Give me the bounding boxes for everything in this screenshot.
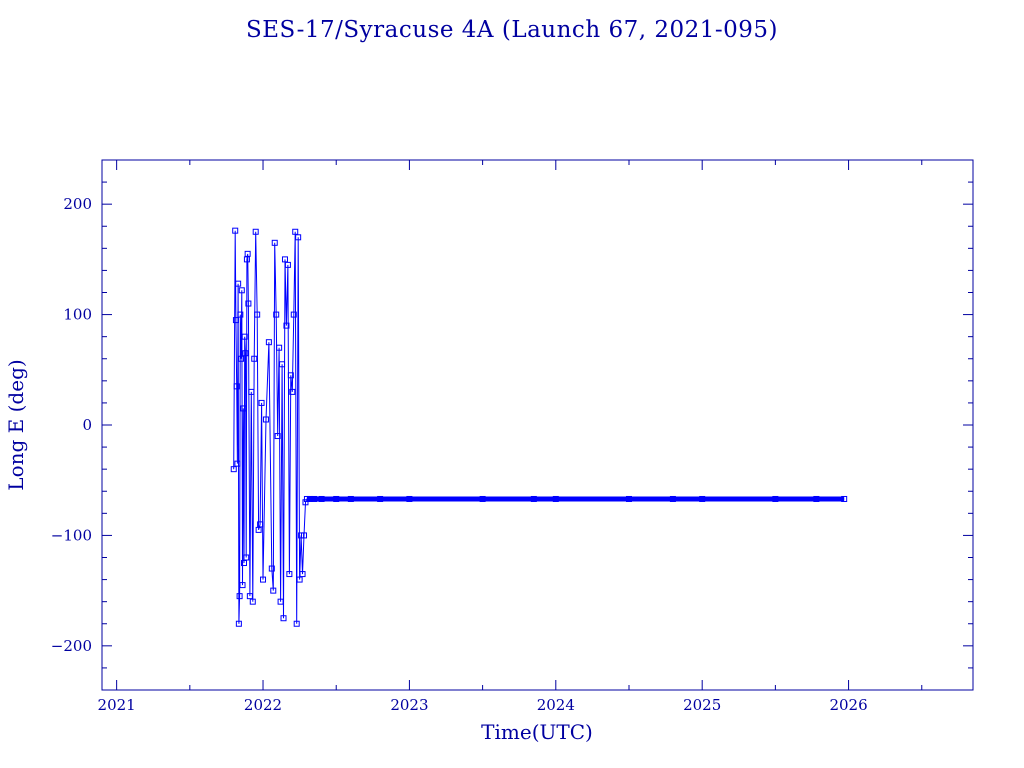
data-point-marker [237,311,244,318]
data-point-marker [230,466,237,473]
data-point-marker [306,495,313,502]
data-point-marker [552,495,559,502]
data-point-marker [244,250,251,257]
x-tick-label: 2024 [537,696,575,714]
data-point-marker [240,560,247,567]
data-point-marker [271,239,278,246]
data-point-marker [243,256,250,263]
data-point-marker [318,495,325,502]
data-point-marker [260,576,267,583]
data-point-marker [296,576,303,583]
data-point-marker [245,300,252,307]
data-series [230,227,848,627]
data-point-marker [406,495,413,502]
x-tick-label: 2022 [244,696,282,714]
data-point-marker [290,311,297,318]
data-point-marker [286,571,293,578]
x-axis-label: Time(UTC) [481,720,593,744]
data-point-marker [302,499,309,506]
data-point-marker [699,495,706,502]
x-tick-label: 2023 [390,696,428,714]
data-point-marker [235,620,242,627]
data-point-marker [479,495,486,502]
data-point-marker [283,322,290,329]
data-point-marker [241,333,248,340]
data-point-marker [274,433,281,440]
data-point-marker [265,339,272,346]
data-point-marker [301,532,308,539]
axis-ticks [102,159,973,691]
y-tick-label: 0 [82,416,92,434]
data-point-marker [235,280,242,287]
data-point-marker [625,495,632,502]
data-point-marker [333,495,340,502]
data-point-marker [273,311,280,318]
x-tick-label: 2025 [683,696,721,714]
data-point-marker [377,495,384,502]
data-point-marker [347,495,354,502]
data-point-marker [232,227,239,234]
chart-title: SES-17/Syracuse 4A (Launch 67, 2021-095) [246,17,778,43]
data-point-marker [311,495,318,502]
data-point-marker [841,495,848,502]
data-point-marker [772,495,779,502]
data-point-marker [233,383,240,390]
data-point-marker [254,311,261,318]
data-point-marker [280,615,287,622]
data-point-marker [240,405,247,412]
data-point-marker [279,361,286,368]
data-point-marker [239,582,246,589]
data-point-marker [257,521,264,528]
data-point-marker [238,287,245,294]
data-point-marker [248,388,255,395]
y-axis-label: Long E (deg) [4,359,28,490]
data-point-marker [276,344,283,351]
y-tick-label: −200 [51,637,92,655]
data-point-marker [289,388,296,395]
data-point-marker [295,234,302,241]
y-tick-label: −100 [51,526,92,544]
data-point-marker [813,495,820,502]
series-line [233,230,845,624]
y-tick-label: 100 [63,306,92,324]
data-point-marker [299,571,306,578]
data-point-marker [252,228,259,235]
data-point-marker [287,372,294,379]
data-point-marker [234,460,241,467]
data-point-marker [277,598,284,605]
y-tick-label: 200 [63,195,92,213]
data-point-marker [242,350,249,357]
data-point-marker [251,355,258,362]
data-point-marker [262,416,269,423]
data-point-marker [284,261,291,268]
data-point-marker [530,495,537,502]
data-point-marker [258,399,265,406]
x-tick-label: 2026 [829,696,867,714]
data-point-marker [236,593,243,600]
plot-frame [101,159,974,691]
x-tick-label: 2021 [98,696,136,714]
data-point-marker [669,495,676,502]
data-point-marker [255,526,262,533]
data-point-marker [293,620,300,627]
data-point-marker [243,554,250,561]
data-point-marker [232,317,239,324]
data-point-marker [238,355,245,362]
data-point-marker [270,587,277,594]
data-point-marker [246,593,253,600]
axis-tick-labels: 2021 2022 2023 2024 2025 2026 −200 −100 0 100 200 [51,195,868,714]
data-point-marker [268,565,275,572]
data-point-marker [281,256,288,263]
data-point-marker [292,228,299,235]
data-point-marker [249,598,256,605]
